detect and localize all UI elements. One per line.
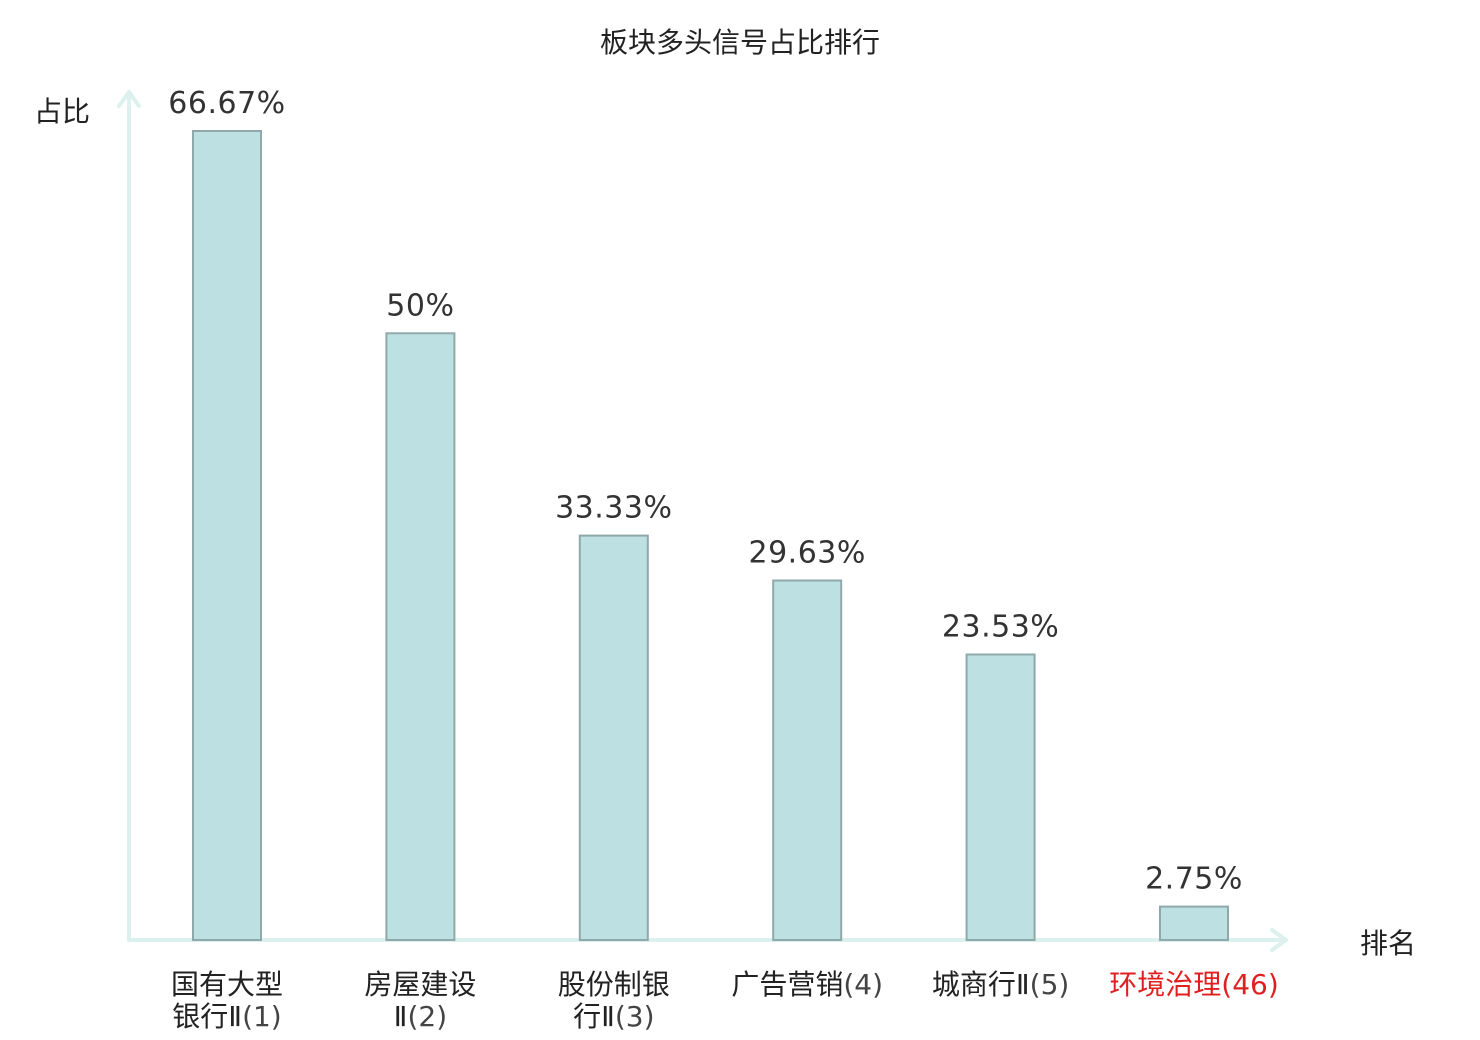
x-axis (127, 928, 1288, 952)
category-label: 环境治理(46) (1109, 968, 1279, 1001)
category-label: 城商行Ⅱ(5) (932, 968, 1069, 1001)
data-label: 2.75% (1145, 862, 1243, 897)
bar (772, 579, 843, 941)
category-label: 广告营销(4) (731, 968, 883, 1001)
bar (1159, 905, 1229, 941)
category-label: 股份制银行Ⅱ(3) (558, 968, 670, 1033)
category-label: 国有大型银行Ⅱ(1) (171, 968, 283, 1033)
value-labels: 66.67% 50% 33.33% 29.63% 23.53% 2.75% (168, 86, 1243, 897)
chart-title: 板块多头信号占比排行 (600, 26, 880, 59)
data-label: 66.67% (168, 86, 285, 121)
data-label: 23.53% (942, 610, 1059, 645)
bar (192, 130, 262, 941)
y-axis (117, 90, 141, 942)
data-label: 50% (386, 288, 454, 323)
data-label: 29.63% (749, 536, 866, 571)
category-label: 房屋建设 Ⅱ(2) (364, 968, 476, 1033)
bar-series (192, 130, 1229, 941)
y-axis-label: 占比 (34, 95, 90, 128)
category-labels: 国有大型银行Ⅱ(1) 房屋建设 Ⅱ(2) 股份制银行Ⅱ(3) 广告营销(4) 城商行Ⅱ(5… (171, 968, 1279, 1033)
data-label: 33.33% (555, 491, 672, 526)
x-axis-label: 排名 (1360, 927, 1416, 960)
bar (578, 534, 649, 941)
bar (965, 653, 1036, 941)
bar (385, 332, 456, 941)
